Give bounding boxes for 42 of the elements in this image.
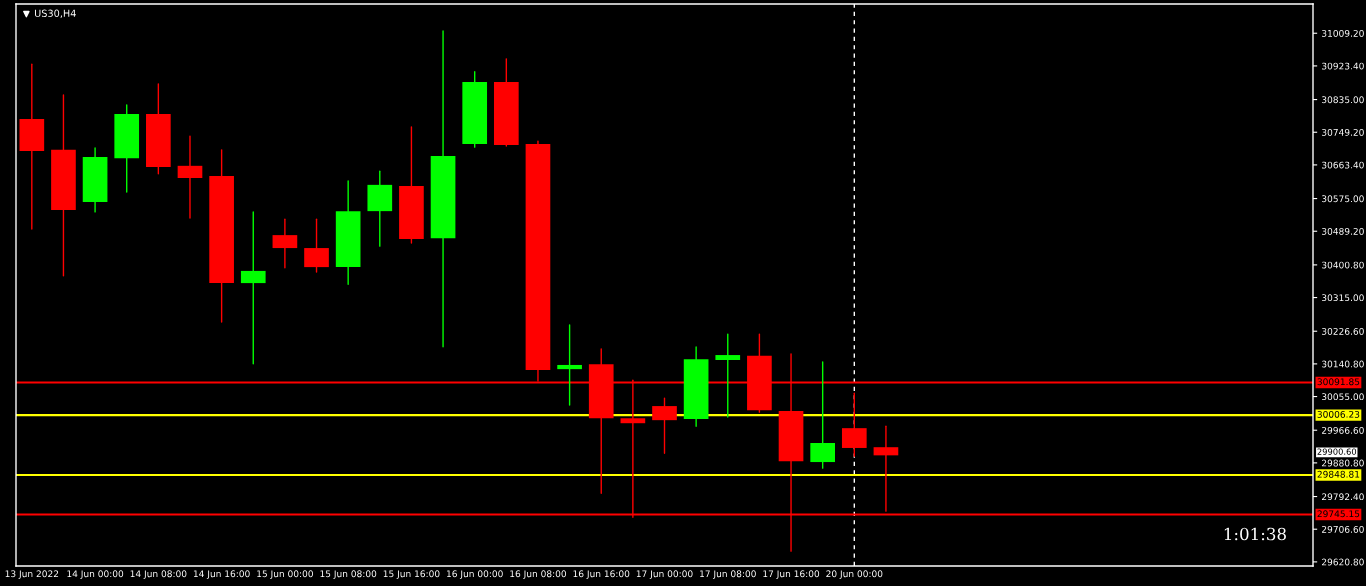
x-tick-label: 16 Jun 16:00 [573, 570, 630, 579]
ref-line-label: 30091.85 [1317, 378, 1360, 386]
x-tick-label: 15 Jun 16:00 [383, 570, 440, 579]
x-tick-label: 17 Jun 16:00 [763, 570, 820, 579]
y-tick-label: 29966.60 [1321, 426, 1364, 434]
y-tick-label: 30055.00 [1322, 393, 1364, 401]
ref-line-label: 30006.23 [1317, 410, 1360, 418]
x-tick-label: 15 Jun 08:00 [320, 570, 377, 579]
candlestick [557, 324, 582, 406]
x-tick-label: 20 Jun 00:00 [826, 570, 883, 579]
y-tick-label: 30663.40 [1322, 161, 1364, 169]
y-tick-label: 29792.40 [1321, 493, 1364, 501]
candlestick [177, 135, 203, 219]
y-tick-label: 31009.20 [1322, 29, 1364, 37]
ref-line-label: 29848.81 [1317, 470, 1360, 478]
y-tick-label: 29620.80 [1321, 558, 1364, 566]
y-tick-label: 30315.00 [1322, 294, 1364, 302]
x-tick-label: 14 Jun 00:00 [67, 570, 124, 579]
x-tick-label: 17 Jun 00:00 [636, 570, 693, 579]
y-tick-label: 30923.40 [1322, 62, 1364, 70]
x-tick-label: 16 Jun 08:00 [510, 570, 567, 579]
candlestick [715, 333, 741, 418]
y-tick-label: 29880.80 [1321, 459, 1364, 467]
x-tick-label: 15 Jun 00:00 [257, 570, 313, 579]
y-tick-label: 30140.80 [1322, 360, 1364, 368]
y-tick-label: 30226.60 [1322, 327, 1364, 335]
x-tick-label: 16 Jun 00:00 [447, 570, 503, 579]
y-tick-label: 30489.20 [1322, 227, 1364, 235]
x-tick-label: 14 Jun 08:00 [130, 570, 187, 579]
text: US30,H4 [35, 9, 76, 18]
x-tick-label: 17 Jun 08:00 [700, 570, 756, 579]
ref-line-label: 29745.15 [1317, 510, 1360, 518]
y-tick-label: 30575.00 [1322, 195, 1364, 203]
candlestick [240, 211, 266, 365]
annotation: 1:01:38 [1224, 527, 1286, 541]
x-tick-label: 13 Jun 2022 [5, 570, 59, 579]
x-tick-label: 14 Jun 16:00 [193, 570, 250, 579]
y-tick-label: 29706.60 [1321, 525, 1364, 533]
y-tick-label: 30835.00 [1322, 96, 1364, 104]
text: 29900.60 [1317, 448, 1357, 455]
y-tick-label: 30400.80 [1322, 261, 1364, 269]
y-tick-label: 30749.20 [1322, 128, 1364, 136]
